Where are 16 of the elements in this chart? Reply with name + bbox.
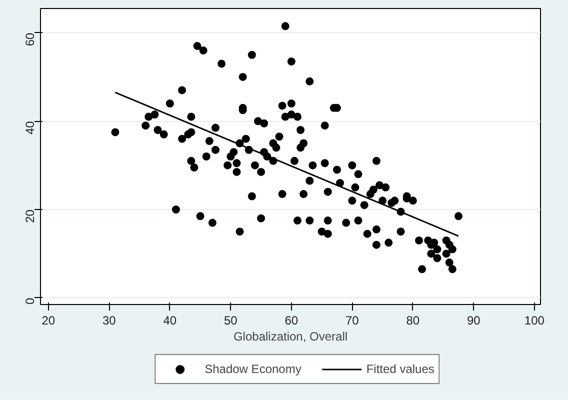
y-tick-label: 60 (23, 32, 37, 46)
x-tick-label: 60 (284, 314, 298, 328)
x-tick-label: 80 (406, 314, 420, 328)
y-tick-label: 0 (23, 298, 37, 305)
x-axis-title: Globalization, Overall (233, 330, 348, 344)
legend-label: Fitted values (366, 362, 434, 376)
x-tick-label: 70 (345, 314, 360, 328)
y-tick-label: 20 (23, 209, 37, 223)
x-tick-label: 20 (42, 314, 56, 328)
y-tick-label: 40 (23, 120, 37, 135)
x-tick-label: 100 (524, 314, 545, 328)
x-tick-label: 40 (163, 314, 177, 328)
x-tick-label: 90 (466, 314, 481, 328)
x-tick-label: 30 (102, 314, 116, 328)
x-tick-label: 50 (224, 314, 238, 328)
legend-label: Shadow Economy (204, 362, 302, 376)
